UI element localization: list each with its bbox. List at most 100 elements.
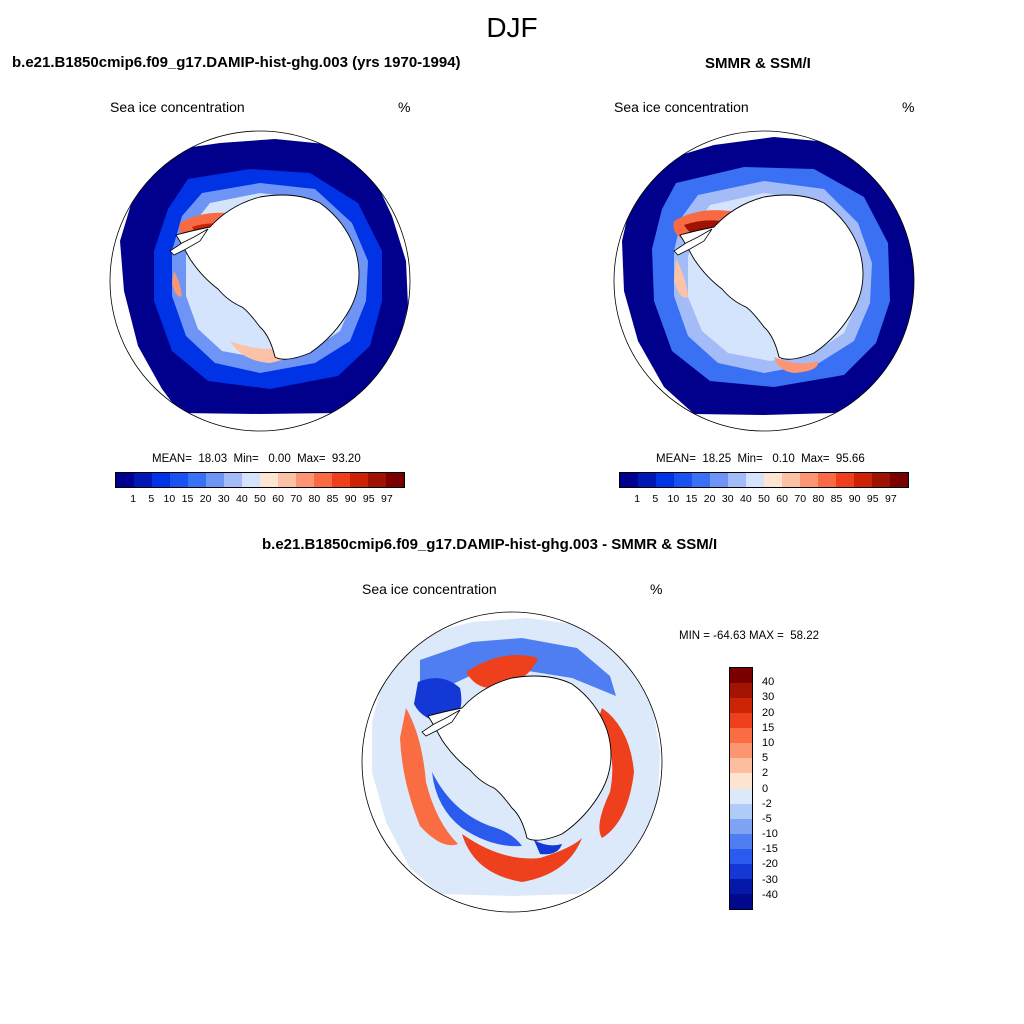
panel-diff-colorbar-swatch (730, 773, 752, 789)
panel-left-colorbar-swatch (116, 473, 134, 487)
panel-right-colorbar-tick-label: 20 (703, 493, 716, 505)
panel-left-colorbar-ticks: 1 5 10 15 20 30 40 50 60 70 80 85 90 95 97 (115, 493, 405, 507)
panel-left-stats: MEAN= 18.03 Min= 0.00 Max= 93.20 (152, 453, 361, 465)
panel-left-colorbar-swatch (224, 473, 242, 487)
panel-left-colorbar-tick-label: 5 (148, 493, 155, 505)
panel-diff-colorbar-swatch (730, 788, 752, 804)
panel-left-colorbar-tick-label: 50 (254, 493, 266, 505)
panel-right-colorbar-tick-label: 1 (634, 493, 641, 505)
panel-diff-colorbar-swatch (730, 818, 752, 834)
ross-sea-ice (774, 357, 819, 373)
panel-right-colorbar-swatch (638, 473, 656, 487)
panel-diff-colorbar-swatch (730, 878, 752, 894)
panel-diff-map (361, 611, 663, 913)
panel-diff-unit-label: % (650, 581, 663, 597)
panel-right-colorbar-tick-label: 70 (794, 493, 807, 505)
panel-diff-stats: MIN = -64.63 MAX = 58.22 (679, 630, 819, 642)
panel-diff-colorbar-tick-label: 2 (762, 767, 769, 780)
panel-diff-colorbar-swatch (730, 683, 752, 699)
panel-right-colorbar-tick-label: 95 (866, 493, 879, 505)
panel-right-unit-label: % (902, 99, 915, 115)
panel-left-colorbar (115, 472, 405, 488)
diff-positive-west (400, 708, 458, 846)
bellingshausen-ice (674, 259, 688, 298)
panel-right-colorbar-swatch (872, 473, 890, 487)
antarctica-land (175, 194, 360, 360)
panel-right-colorbar-swatch (818, 473, 836, 487)
panel-left-colorbar-swatch (134, 473, 152, 487)
panel-left-unit-label: % (398, 99, 411, 115)
panel-right-colorbar-ticks: 1 5 10 15 20 30 40 50 60 70 80 85 90 95 97 (619, 493, 909, 507)
panel-diff-title: b.e21.B1850cmip6.f09_g17.DAMIP-hist-ghg.… (262, 536, 718, 553)
panel-right-colorbar-swatch (836, 473, 854, 487)
panel-left-colorbar-swatch (260, 473, 278, 487)
panel-left-colorbar-swatch (350, 473, 368, 487)
panel-diff-colorbar-swatch (730, 668, 752, 684)
panel-diff-colorbar-swatch (730, 863, 752, 879)
panel-right-colorbar-swatch (620, 473, 638, 487)
antarctic-peninsula (169, 228, 209, 256)
panel-left-colorbar-tick-label: 30 (217, 493, 230, 505)
antarctica-land (679, 194, 864, 360)
panel-right-colorbar-swatch (656, 473, 674, 487)
diff-positive-east (598, 708, 634, 838)
panel-right-colorbar-tick-label: 30 (721, 493, 734, 505)
panel-left-colorbar-tick-label: 20 (199, 493, 212, 505)
panel-diff-colorbar-tick-label: -2 (762, 797, 772, 810)
panel-right-colorbar-tick-label: 97 (885, 493, 897, 505)
panel-left-colorbar-tick-label: 85 (326, 493, 339, 505)
panel-left-colorbar-tick-label: 70 (290, 493, 303, 505)
panel-diff-colorbar-tick-label: 0 (762, 782, 769, 795)
amundsen-ice (172, 271, 182, 297)
panel-left-title: b.e21.B1850cmip6.f09_g17.DAMIP-hist-ghg.… (12, 54, 461, 71)
panel-diff-colorbar-swatch (730, 833, 752, 849)
panel-diff-colorbar-tick-label: 15 (762, 721, 775, 734)
panel-right-colorbar-swatch (800, 473, 818, 487)
panel-left-colorbar-swatch (296, 473, 314, 487)
panel-left-colorbar-swatch (170, 473, 188, 487)
panel-right-colorbar-tick-label: 80 (812, 493, 825, 505)
panel-right-colorbar-swatch (746, 473, 764, 487)
panel-diff-colorbar-swatch (730, 743, 752, 759)
panel-right-colorbar-tick-label: 50 (758, 493, 770, 505)
panel-diff-colorbar-tick-label: 30 (762, 691, 775, 704)
diff-positive-ross (462, 834, 582, 882)
panel-left-colorbar-swatch (242, 473, 260, 487)
panel-diff-colorbar-tick-label: -10 (762, 828, 778, 841)
diff-negative-amundsen (432, 772, 522, 847)
panel-diff-colorbar-tick-label: 40 (762, 676, 775, 689)
panel-right-colorbar-tick-label: 90 (848, 493, 861, 505)
panel-diff-colorbar-swatch (730, 758, 752, 774)
panel-right-colorbar-swatch (692, 473, 710, 487)
panel-right-variable-label: Sea ice concentration (614, 99, 749, 115)
panel-diff-variable-label: Sea ice concentration (362, 581, 497, 597)
panel-right-title: SMMR & SSM/I (705, 55, 811, 72)
panel-right-colorbar-tick-label: 15 (685, 493, 698, 505)
panel-left-colorbar-swatch (314, 473, 332, 487)
panel-right-colorbar-swatch (674, 473, 692, 487)
panel-left-colorbar-tick-label: 80 (308, 493, 321, 505)
antarctic-peninsula (673, 228, 713, 256)
season-title: DJF (486, 12, 538, 43)
panel-diff-colorbar (729, 667, 753, 910)
panel-right-stats: MEAN= 18.25 Min= 0.10 Max= 95.66 (656, 453, 865, 465)
panel-diff-colorbar-tick-label: -20 (762, 858, 778, 871)
panel-left-colorbar-tick-label: 95 (362, 493, 375, 505)
panel-diff-colorbar-swatch (730, 713, 752, 729)
panel-left-variable-label: Sea ice concentration (110, 99, 245, 115)
panel-right-colorbar-tick-label: 85 (830, 493, 843, 505)
panel-left-colorbar-swatch (386, 473, 404, 487)
panel-left-colorbar-swatch (152, 473, 170, 487)
panel-diff-colorbar-swatch (730, 728, 752, 744)
panel-left-colorbar-tick-label: 10 (163, 493, 176, 505)
panel-right-colorbar-tick-label: 60 (776, 493, 788, 505)
panel-right-map (613, 130, 915, 432)
panel-left-colorbar-swatch (368, 473, 386, 487)
panel-left-colorbar-swatch (332, 473, 350, 487)
panel-left-colorbar-swatch (278, 473, 296, 487)
panel-left-colorbar-tick-label: 1 (130, 493, 137, 505)
panel-diff-colorbar-tick-label: -40 (762, 888, 778, 901)
panel-diff-colorbar-tick-label: 10 (762, 736, 775, 749)
panel-right-colorbar-tick-label: 5 (652, 493, 659, 505)
diff-positive-weddell (466, 655, 538, 688)
